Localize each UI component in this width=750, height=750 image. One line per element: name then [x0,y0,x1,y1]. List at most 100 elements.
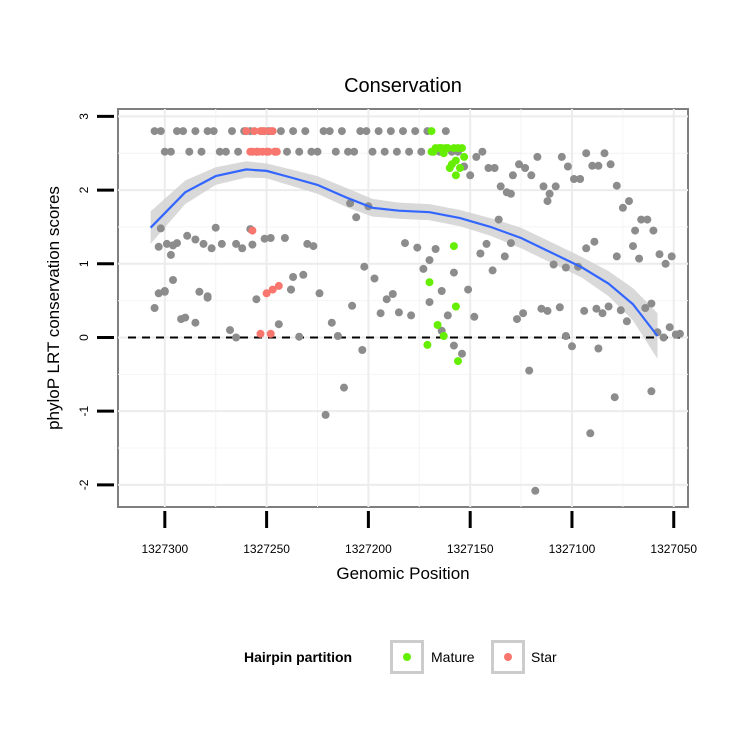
smooth-line-layer [149,168,659,337]
point-other [280,234,289,242]
point-other [616,306,625,315]
point-other-upper [289,127,298,136]
point-other-upper [399,127,407,136]
point-mature [460,152,469,161]
point-other [598,309,607,318]
point-other [169,276,177,284]
point-mature [433,321,442,329]
point-other [169,241,177,250]
point-other-upper [150,127,159,136]
point-other-upper [411,127,420,136]
point-other [525,366,534,375]
point-other-upper [405,147,414,156]
point-mature [439,332,448,340]
point-other-upper [283,147,291,156]
point-other-upper [508,171,517,180]
point-other [309,242,318,251]
point-other [232,333,241,342]
point-star [242,127,251,136]
point-other [252,295,261,304]
point-other [549,260,558,269]
point-other-upper [625,197,633,206]
point-other [232,239,241,248]
point-other [582,244,591,253]
point-other-upper [472,152,481,161]
point-other [470,312,479,321]
x-tick-label: 1327250 [243,542,290,556]
point-other-upper [527,171,536,180]
point-other-upper [319,127,328,136]
point-mature [454,357,462,366]
point-other-upper [490,164,499,172]
point-other [162,239,171,248]
point-other-upper [368,147,377,156]
point-other-upper [350,147,359,156]
point-other [150,304,159,312]
point-mature [425,278,434,287]
point-other-upper [637,215,646,224]
point-star [272,147,281,156]
point-other [315,289,324,298]
point-other [348,301,357,310]
point-other [352,213,361,222]
point-other [537,304,546,313]
point-other-upper [582,149,591,158]
point-other [500,252,509,261]
point-other [561,332,570,340]
x-tick-label: 1327150 [447,542,494,556]
point-other [665,323,674,332]
point-star [266,329,275,338]
point-other [274,320,283,329]
point-star [274,281,283,290]
point-other [260,234,269,243]
point-other [289,273,298,281]
point-other-upper [179,127,188,136]
point-other [248,240,257,249]
point-other [303,239,312,248]
point-other [610,393,619,402]
point-other-upper [185,147,194,156]
point-other [647,387,656,396]
point-other-upper [313,147,322,156]
point-other [506,239,515,248]
point-other-upper [533,152,542,161]
point-other [346,199,355,208]
point-mature [423,340,432,349]
legend-key-mature [390,640,424,674]
point-other [561,263,570,272]
point-mature [449,242,458,251]
point-star [248,226,257,235]
point-other [449,341,458,350]
point-other [183,231,192,240]
point-other-upper [166,147,175,156]
plot-panel [117,108,689,508]
point-other-upper [276,127,285,136]
point-other-upper [295,147,304,156]
point-other [327,318,336,327]
chart-title: Conservation [344,75,462,97]
point-star [262,289,271,298]
point-other [340,383,348,392]
point-other [594,344,603,353]
point-other-upper [301,127,310,136]
point-other-upper [234,147,243,156]
axes: -2 -1 0 1 2 3 1327300 1327250 1327200 1327150 1327… [77,113,697,556]
point-mature [427,127,436,136]
point-other [287,285,295,294]
point-other [612,252,621,261]
point-star [264,147,273,156]
point-other-upper [197,147,206,156]
point-other [199,239,208,248]
confidence-band-layer [128,161,680,359]
point-other [160,287,169,295]
legend-swatch-mature [403,653,411,661]
y-tick-label: 3 [77,113,91,120]
point-other-upper [203,127,212,136]
point-other [464,285,473,294]
point-other [494,215,503,224]
point-mature [451,302,460,311]
point-other [407,311,416,320]
point-other-upper [539,182,548,191]
legend-swatch-star [504,653,512,661]
